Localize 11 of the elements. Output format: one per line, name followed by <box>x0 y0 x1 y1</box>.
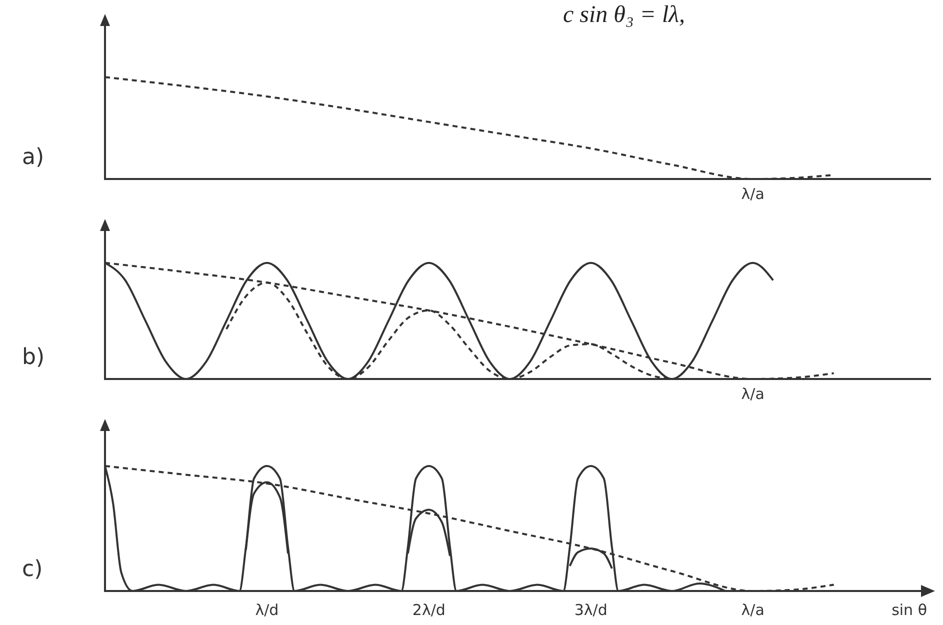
x-tick-label: λ/a <box>741 601 764 619</box>
x-tick-label: λ/d <box>255 601 279 619</box>
annotation: λ/a <box>740 385 766 403</box>
text: a) <box>22 145 44 170</box>
x-axis-title: sin θ <box>892 601 927 619</box>
x-tick-label: 3λ/d <box>574 601 608 619</box>
x-tick-label: 2λ/d <box>412 601 446 619</box>
text: c) <box>22 557 43 582</box>
text: c sin θ₃ = lλ, <box>563 2 686 29</box>
annotation: λ/a <box>740 185 766 203</box>
text: b) <box>22 345 45 370</box>
